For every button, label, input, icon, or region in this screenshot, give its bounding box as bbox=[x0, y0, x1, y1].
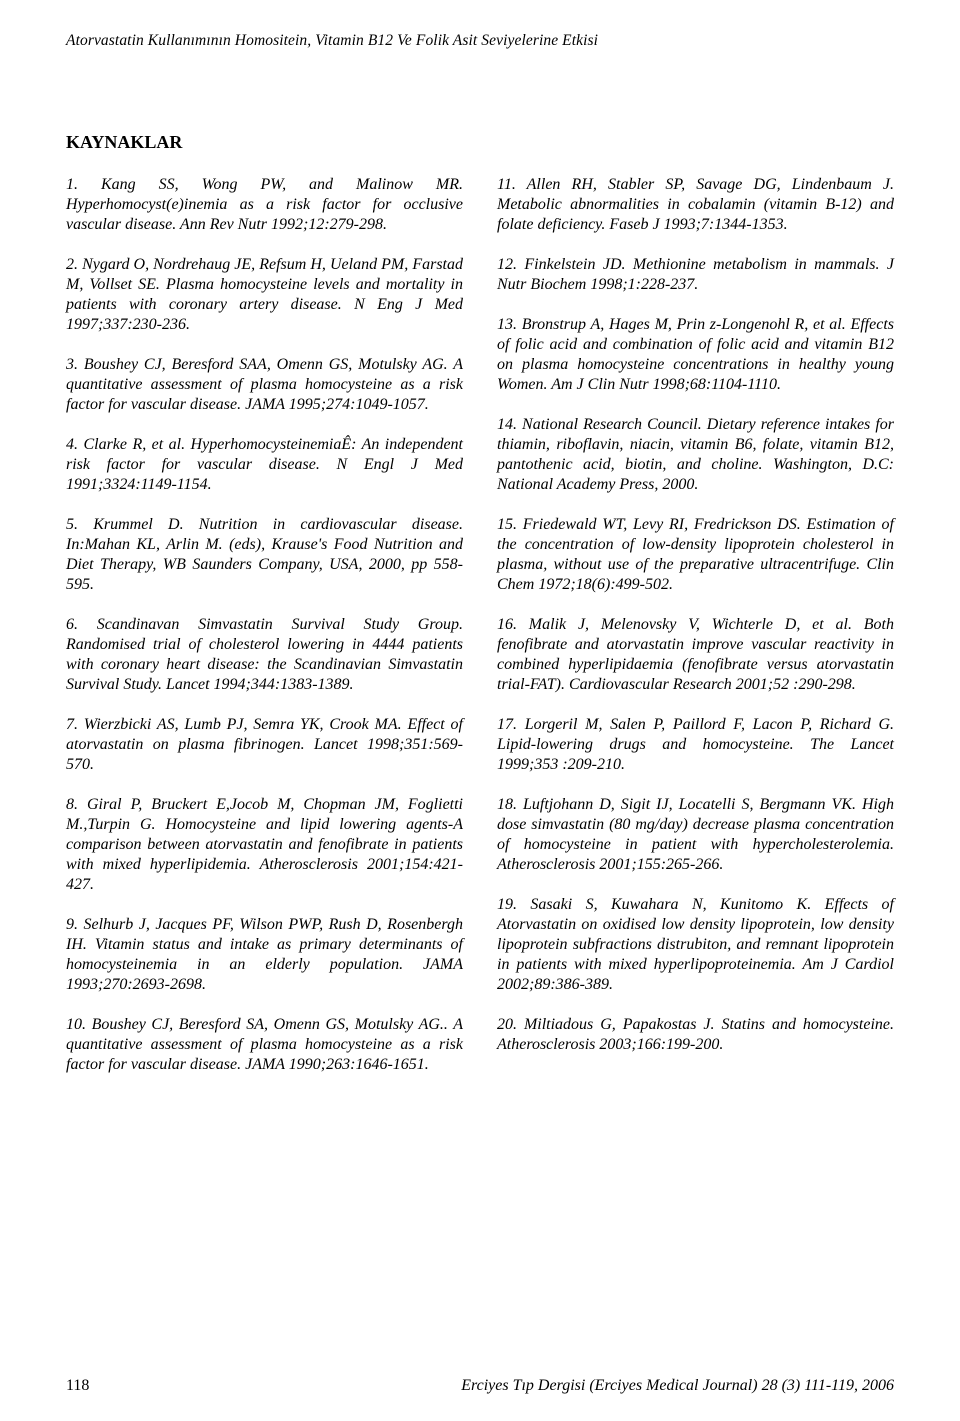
reference-item: 5. Krummel D. Nutrition in cardiovascula… bbox=[66, 515, 463, 595]
reference-item: 20. Miltiadous G, Papakostas J. Statins … bbox=[497, 1015, 894, 1055]
section-heading-references: KAYNAKLAR bbox=[66, 132, 894, 153]
reference-item: 8. Giral P, Bruckert E,Jocob M, Chopman … bbox=[66, 795, 463, 895]
reference-item: 9. Selhurb J, Jacques PF, Wilson PWP, Ru… bbox=[66, 915, 463, 995]
reference-item: 18. Luftjohann D, Sigit IJ, Locatelli S,… bbox=[497, 795, 894, 875]
reference-item: 19. Sasaki S, Kuwahara N, Kunitomo K. Ef… bbox=[497, 895, 894, 995]
references-column-left: 1. Kang SS, Wong PW, and Malinow MR. Hyp… bbox=[66, 175, 463, 1095]
reference-item: 1. Kang SS, Wong PW, and Malinow MR. Hyp… bbox=[66, 175, 463, 235]
page-number: 118 bbox=[66, 1377, 89, 1395]
reference-item: 12. Finkelstein JD. Methionine metabolis… bbox=[497, 255, 894, 295]
reference-item: 7. Wierzbicki AS, Lumb PJ, Semra YK, Cro… bbox=[66, 715, 463, 775]
running-title: Atorvastatin Kullanımının Homositein, Vi… bbox=[66, 32, 894, 50]
reference-item: 10. Boushey CJ, Beresford SA, Omenn GS, … bbox=[66, 1015, 463, 1075]
journal-citation: Erciyes Tıp Dergisi (Erciyes Medical Jou… bbox=[461, 1377, 894, 1395]
reference-item: 15. Friedewald WT, Levy RI, Fredrickson … bbox=[497, 515, 894, 595]
reference-item: 3. Boushey CJ, Beresford SAA, Omenn GS, … bbox=[66, 355, 463, 415]
reference-item: 16. Malik J, Melenovsky V, Wichterle D, … bbox=[497, 615, 894, 695]
references-columns: 1. Kang SS, Wong PW, and Malinow MR. Hyp… bbox=[66, 175, 894, 1095]
page-footer: 118 Erciyes Tıp Dergisi (Erciyes Medical… bbox=[66, 1377, 894, 1395]
reference-item: 6. Scandinavan Simvastatin Survival Stud… bbox=[66, 615, 463, 695]
reference-item: 17. Lorgeril M, Salen P, Paillord F, Lac… bbox=[497, 715, 894, 775]
references-column-right: 11. Allen RH, Stabler SP, Savage DG, Lin… bbox=[497, 175, 894, 1095]
reference-item: 14. National Research Council. Dietary r… bbox=[497, 415, 894, 495]
reference-item: 11. Allen RH, Stabler SP, Savage DG, Lin… bbox=[497, 175, 894, 235]
reference-item: 4. Clarke R, et al. Hyperhomocysteinemia… bbox=[66, 435, 463, 495]
reference-item: 13. Bronstrup A, Hages M, Prin z-Longeno… bbox=[497, 315, 894, 395]
reference-item: 2. Nygard O, Nordrehaug JE, Refsum H, Ue… bbox=[66, 255, 463, 335]
